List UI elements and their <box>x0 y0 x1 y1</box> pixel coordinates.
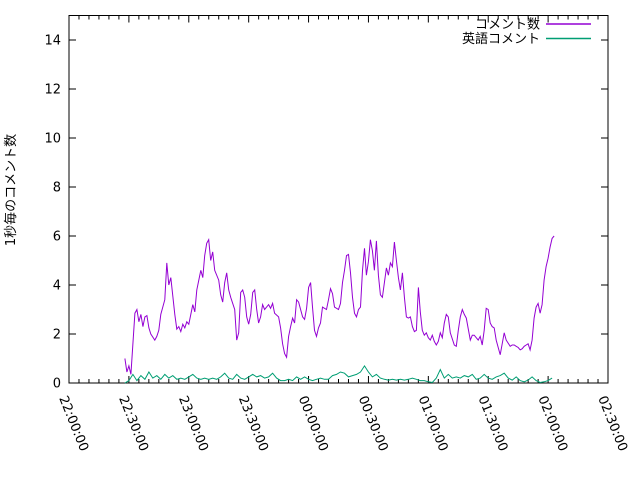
x-tick-label: 22:30:00 <box>115 394 151 454</box>
x-tick-label: 01:30:00 <box>475 394 511 454</box>
x-tick-label: 02:30:00 <box>594 394 630 454</box>
y-tick-label: 6 <box>53 230 61 245</box>
x-tick-label: 22:00:00 <box>55 394 91 454</box>
y-axis-ticks <box>69 39 608 384</box>
x-axis-tick-labels: 22:00:00 22:30:00 23:00:00 23:30:00 00:00:00… <box>55 394 630 454</box>
y-tick-label: 4 <box>53 279 61 294</box>
y-tick-label: 10 <box>44 132 61 147</box>
x-tick-label: 23:00:00 <box>175 394 211 454</box>
series-line-0 <box>124 235 555 375</box>
series-line-1 <box>124 364 553 384</box>
x-axis-ticks <box>68 15 609 383</box>
x-tick-label: 00:30:00 <box>355 394 391 454</box>
y-axis-title: 1秒毎のコメント数 <box>3 134 19 246</box>
x-tick-label: 01:00:00 <box>415 394 451 454</box>
y-tick-label: 8 <box>53 181 61 196</box>
y-tick-label: 14 <box>44 34 61 49</box>
y-tick-label: 2 <box>53 328 61 343</box>
x-tick-label: 23:30:00 <box>235 394 271 454</box>
x-tick-label: 02:00:00 <box>534 394 570 454</box>
plot-border <box>68 15 609 384</box>
series-lines <box>124 235 555 384</box>
y-tick-label: 0 <box>53 377 61 392</box>
legend-label-english-comments: 英語コメント <box>462 31 540 47</box>
y-axis-tick-labels: 0 2 4 6 8 10 12 14 <box>44 34 61 392</box>
y-tick-label: 12 <box>44 83 61 98</box>
legend-label-comments: コメント数 <box>475 18 540 33</box>
legend: コメント数 英語コメント <box>462 18 591 47</box>
x-tick-label: 00:00:00 <box>295 394 331 454</box>
